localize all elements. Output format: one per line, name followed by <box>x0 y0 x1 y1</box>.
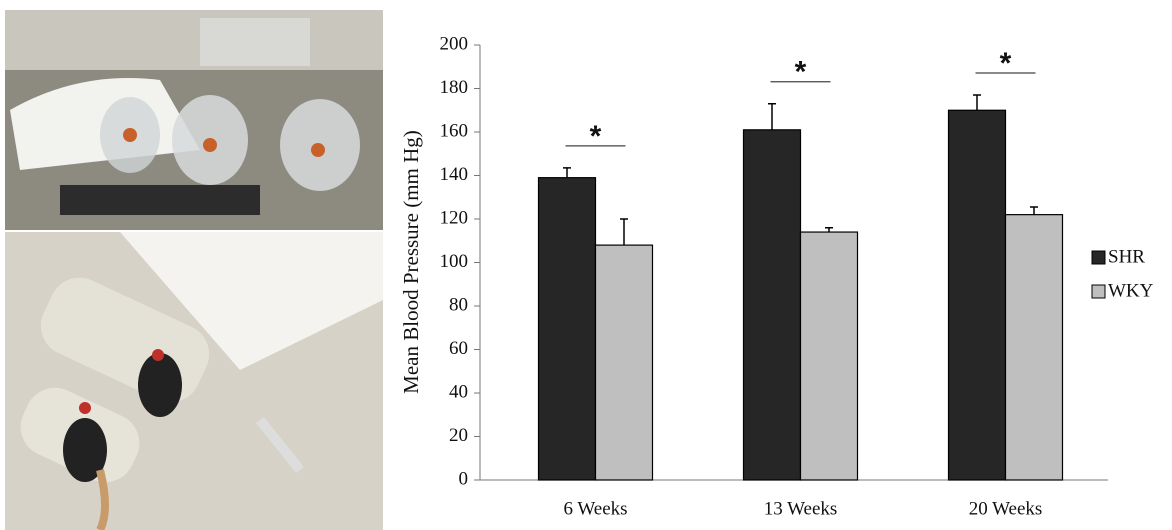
photo-top <box>5 10 383 230</box>
bar <box>539 178 596 480</box>
bar <box>801 232 858 480</box>
y-tick-label: 120 <box>440 207 469 228</box>
y-tick-label: 140 <box>440 164 469 185</box>
x-tick-label: 13 Weeks <box>764 498 838 519</box>
figure: Mean Blood Pressure (mm Hg) 0 20 40 60 80 100… <box>0 0 1172 530</box>
error-bar <box>973 95 981 110</box>
y-tick-label: 0 <box>459 468 469 489</box>
error-bar <box>563 168 571 178</box>
y-tick-label: 200 <box>440 33 469 54</box>
significance-mark: * <box>1000 47 1012 80</box>
y-tick-label: 160 <box>440 120 469 141</box>
y-tick-label: 60 <box>449 338 468 359</box>
x-tick-label: 20 Weeks <box>969 498 1043 519</box>
bar <box>1006 215 1063 480</box>
bar <box>596 245 653 480</box>
significance-mark: * <box>590 120 602 153</box>
legend-swatch <box>1092 285 1105 298</box>
legend-swatch <box>1092 251 1105 264</box>
significance-mark: * <box>795 56 807 89</box>
y-tick-label: 40 <box>449 381 468 402</box>
error-bar <box>825 228 833 232</box>
photo-bottom <box>5 232 383 530</box>
y-tick-label: 100 <box>440 251 469 272</box>
y-tick-label: 80 <box>449 294 468 315</box>
bar <box>744 130 801 480</box>
error-bar <box>768 104 776 130</box>
bar <box>949 110 1006 480</box>
x-tick-label: 6 Weeks <box>563 498 627 519</box>
legend-label: WKY <box>1108 280 1154 301</box>
error-bar <box>1030 207 1038 215</box>
error-bar <box>620 219 628 245</box>
y-tick-label: 20 <box>449 425 468 446</box>
y-axis-label: Mean Blood Pressure (mm Hg) <box>399 130 423 394</box>
y-tick-label: 180 <box>440 77 469 98</box>
legend-label: SHR <box>1108 246 1145 267</box>
